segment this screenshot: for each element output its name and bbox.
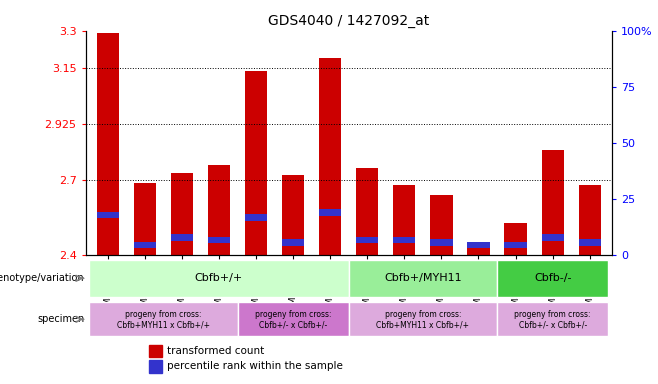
Bar [542,150,564,255]
Text: transformed count: transformed count [167,346,265,356]
Bar [245,214,267,221]
Bar [282,239,304,246]
Text: Cbfb-/-: Cbfb-/- [534,273,571,283]
Bar [430,195,453,255]
Bar [393,185,415,255]
Text: specimen: specimen [38,314,84,324]
Bar [578,239,601,246]
Bar [467,247,490,255]
Bar [505,223,526,255]
Bar [542,234,564,241]
Text: Cbfb+/+: Cbfb+/+ [195,273,243,283]
Title: GDS4040 / 1427092_at: GDS4040 / 1427092_at [268,14,430,28]
Bar [319,58,342,255]
Bar [208,165,230,255]
FancyBboxPatch shape [349,302,497,336]
Text: genotype/variation: genotype/variation [0,273,84,283]
Bar [430,239,453,246]
FancyBboxPatch shape [89,260,349,297]
Bar [282,175,304,255]
Bar [134,183,156,255]
Bar [356,237,378,243]
Text: percentile rank within the sample: percentile rank within the sample [167,361,343,371]
Text: progeny from cross:
Cbfb+/- x Cbfb+/-: progeny from cross: Cbfb+/- x Cbfb+/- [255,310,332,329]
Bar [467,242,490,248]
Bar [393,237,415,243]
Bar [171,173,193,255]
Bar [245,71,267,255]
Bar [171,234,193,241]
Bar [149,344,162,357]
Bar [134,242,156,248]
Text: Cbfb+/MYH11: Cbfb+/MYH11 [384,273,462,283]
Bar [97,212,119,218]
Text: progeny from cross:
Cbfb+MYH11 x Cbfb+/+: progeny from cross: Cbfb+MYH11 x Cbfb+/+ [376,310,469,329]
Text: progeny from cross:
Cbfb+MYH11 x Cbfb+/+: progeny from cross: Cbfb+MYH11 x Cbfb+/+ [117,310,210,329]
FancyBboxPatch shape [89,302,238,336]
FancyBboxPatch shape [497,302,608,336]
Bar [319,209,342,216]
Text: progeny from cross:
Cbfb+/- x Cbfb+/-: progeny from cross: Cbfb+/- x Cbfb+/- [515,310,591,329]
Bar [208,237,230,243]
FancyBboxPatch shape [349,260,497,297]
Bar [356,168,378,255]
FancyBboxPatch shape [497,260,608,297]
Bar [97,33,119,255]
Bar [505,242,526,248]
FancyBboxPatch shape [238,302,349,336]
Bar [149,361,162,373]
Bar [578,185,601,255]
